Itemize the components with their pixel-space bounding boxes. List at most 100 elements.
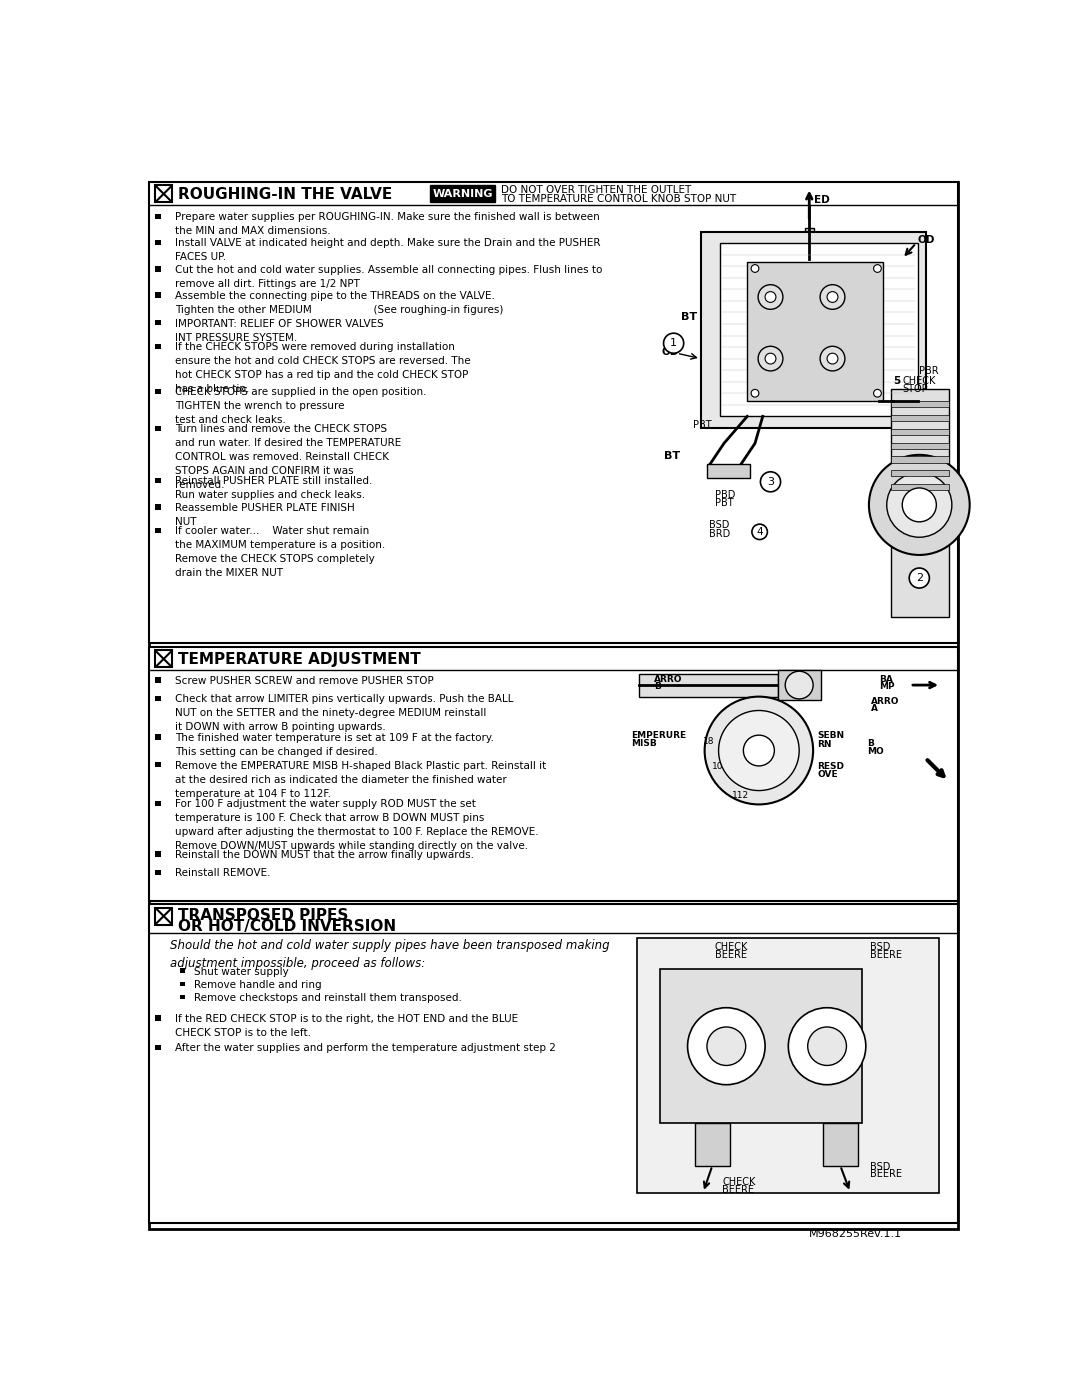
Text: ARRO: ARRO	[872, 697, 900, 705]
Circle shape	[751, 264, 759, 272]
Circle shape	[820, 285, 845, 309]
Bar	[891, 401, 948, 407]
Text: The finished water temperature is set at 109 F at the factory.
This setting can : The finished water temperature is set at…	[175, 733, 495, 757]
Bar	[891, 485, 948, 490]
Text: V
BRA: V BRA	[770, 305, 791, 327]
Bar	[891, 457, 948, 462]
Bar	[156, 651, 172, 668]
Bar	[156, 292, 161, 298]
Text: Remove the EMPERATURE MISB H-shaped Black Plastic part. Reinstall it
at the desi: Remove the EMPERATURE MISB H-shaped Blac…	[175, 760, 546, 799]
Bar	[156, 735, 161, 740]
Bar	[149, 182, 958, 644]
Text: 4: 4	[756, 527, 762, 536]
Text: BEERE: BEERE	[869, 1169, 902, 1179]
Bar	[156, 908, 172, 925]
Bar	[156, 320, 161, 326]
Circle shape	[704, 697, 813, 805]
Circle shape	[874, 390, 881, 397]
Circle shape	[887, 472, 951, 538]
Text: SEBN: SEBN	[816, 731, 845, 740]
Bar	[707, 464, 750, 478]
Circle shape	[785, 671, 813, 698]
Bar	[156, 504, 161, 510]
Text: 3: 3	[767, 476, 774, 486]
Bar	[891, 415, 948, 420]
Text: 2: 2	[916, 573, 923, 583]
Bar	[430, 186, 496, 203]
Bar	[891, 390, 948, 616]
Bar	[149, 904, 958, 1224]
Text: Prepare water supplies per ROUGHING-IN. Make sure the finished wall is between
t: Prepare water supplies per ROUGHING-IN. …	[175, 212, 600, 236]
Text: MO: MO	[867, 746, 885, 756]
Text: Shut water supply: Shut water supply	[194, 967, 288, 977]
Text: PBR: PBR	[919, 366, 939, 376]
Bar	[156, 870, 161, 876]
Circle shape	[765, 353, 775, 365]
Text: TEMPERATURE ADJUSTMENT: TEMPERATURE ADJUSTMENT	[177, 652, 420, 666]
Bar	[779, 669, 821, 700]
Bar	[805, 228, 814, 258]
Text: Install VALVE at indicated height and depth. Make sure the Drain and the PUSHER
: Install VALVE at indicated height and de…	[175, 239, 600, 263]
Text: If the RED CHECK STOP is to the right, the HOT END and the BLUE
CHECK STOP is to: If the RED CHECK STOP is to the right, t…	[175, 1014, 518, 1038]
Text: OD: OD	[662, 346, 679, 358]
Bar	[156, 678, 161, 683]
Text: BSD: BSD	[869, 942, 890, 953]
Bar	[891, 443, 948, 448]
Text: CHECK STOPS are supplied in the open position.
TIGHTEN the wrench to pressure
te: CHECK STOPS are supplied in the open pos…	[175, 387, 427, 425]
Text: PBT: PBT	[693, 420, 712, 430]
Text: B: B	[867, 739, 874, 747]
Text: M968255Rev.1.1: M968255Rev.1.1	[809, 1229, 903, 1239]
Text: Remove checkstops and reinstall them transposed.: Remove checkstops and reinstall them tra…	[194, 993, 462, 1003]
Bar	[156, 851, 161, 856]
Text: Turn lines and remove the CHECK STOPS
and run water. If desired the TEMPERATURE
: Turn lines and remove the CHECK STOPS an…	[175, 425, 402, 490]
Circle shape	[752, 524, 768, 539]
Text: BSD: BSD	[869, 1162, 890, 1172]
Text: BA: BA	[879, 675, 893, 685]
Bar	[720, 243, 918, 416]
Text: Check that arrow LIMITER pins vertically upwards. Push the BALL
NUT on the SETTE: Check that arrow LIMITER pins vertically…	[175, 694, 514, 732]
Text: 1: 1	[670, 338, 677, 348]
Text: BT: BT	[681, 313, 698, 323]
Text: B: B	[654, 682, 661, 692]
Text: STOP: STOP	[902, 384, 928, 394]
Text: MP: MP	[879, 682, 894, 692]
Text: TO TEMPERATURE CONTROL KNOB STOP NUT: TO TEMPERATURE CONTROL KNOB STOP NUT	[501, 194, 735, 204]
Bar	[696, 1123, 730, 1165]
Text: A: A	[872, 704, 878, 712]
Bar	[180, 995, 185, 999]
Bar	[637, 939, 940, 1193]
Bar	[823, 1123, 859, 1165]
Text: Should the hot and cold water supply pipes have been transposed making
adjustmen: Should the hot and cold water supply pip…	[170, 939, 609, 970]
Circle shape	[808, 1027, 847, 1066]
Bar	[701, 232, 926, 427]
Circle shape	[688, 1007, 765, 1084]
Text: Remove handle and ring: Remove handle and ring	[194, 979, 322, 990]
Bar	[156, 1016, 161, 1021]
Text: BT: BT	[663, 451, 679, 461]
Text: OVE: OVE	[816, 770, 838, 778]
Text: DO NOT OVER TIGHTEN THE OUTLET: DO NOT OVER TIGHTEN THE OUTLET	[501, 186, 691, 196]
Circle shape	[751, 390, 759, 397]
Text: 5: 5	[893, 376, 901, 387]
Text: Reinstall the DOWN MUST that the arrow finally upwards.: Reinstall the DOWN MUST that the arrow f…	[175, 849, 474, 861]
Circle shape	[718, 711, 799, 791]
Bar	[156, 267, 161, 271]
Text: CHECK: CHECK	[715, 942, 748, 953]
Bar	[747, 263, 882, 401]
Circle shape	[663, 334, 684, 353]
Circle shape	[909, 569, 930, 588]
Bar	[180, 968, 185, 974]
Circle shape	[869, 455, 970, 555]
Bar	[156, 528, 161, 534]
Bar	[156, 186, 172, 203]
Circle shape	[707, 1027, 745, 1066]
Text: Reinstall REMOVE.: Reinstall REMOVE.	[175, 869, 271, 879]
Text: WARNING: WARNING	[432, 189, 492, 198]
Circle shape	[743, 735, 774, 766]
Bar	[891, 429, 948, 434]
Text: Assemble the connecting pipe to the THREADS on the VALVE.
Tighten the other MEDI: Assemble the connecting pipe to the THRE…	[175, 291, 503, 314]
Bar	[156, 344, 161, 349]
Text: Reinstall PUSHER PLATE still installed.
Run water supplies and check leaks.: Reinstall PUSHER PLATE still installed. …	[175, 476, 373, 500]
Bar	[156, 240, 161, 246]
Text: ED: ED	[814, 196, 829, 205]
